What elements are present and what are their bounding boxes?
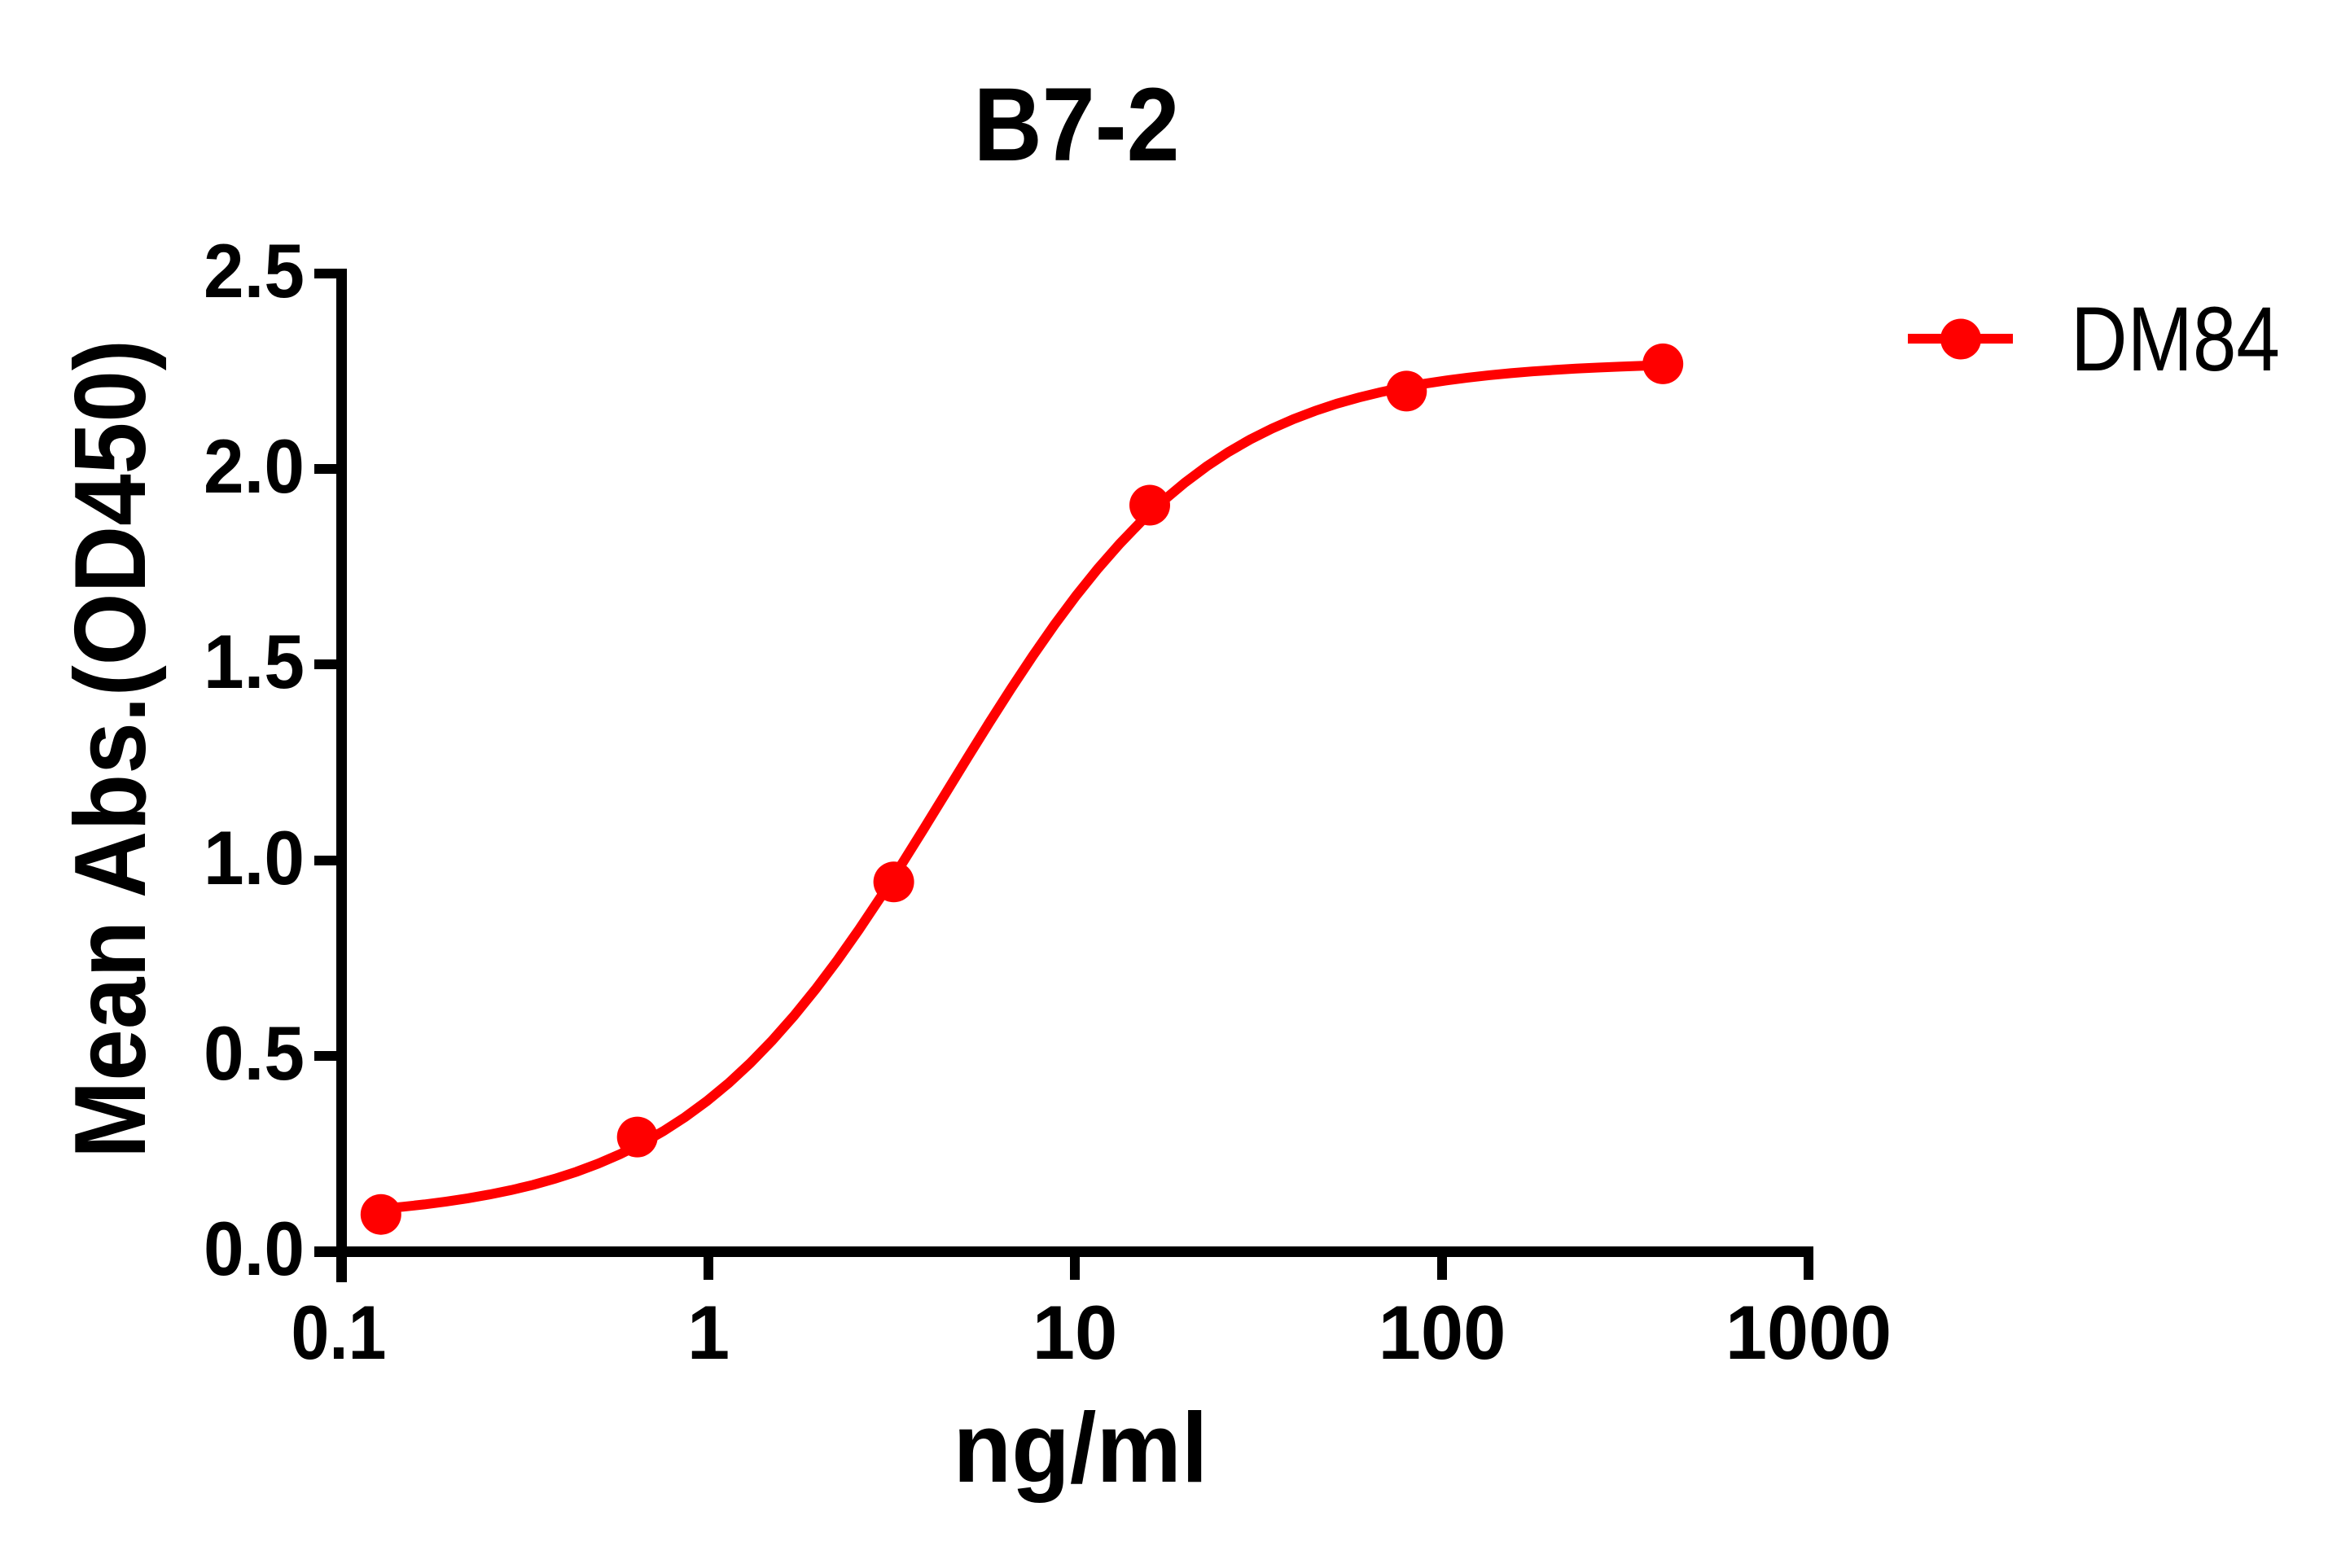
- svg-text:1.5: 1.5: [204, 619, 305, 704]
- svg-text:0.1: 0.1: [292, 1290, 387, 1375]
- svg-text:ng/ml: ng/ml: [954, 1392, 1208, 1503]
- svg-text:Mean Abs.(OD450): Mean Abs.(OD450): [55, 339, 167, 1158]
- svg-text:100: 100: [1379, 1290, 1506, 1375]
- svg-text:0.0: 0.0: [204, 1206, 305, 1291]
- svg-text:10: 10: [1033, 1290, 1118, 1375]
- svg-text:1000: 1000: [1725, 1290, 1892, 1375]
- svg-text:2.0: 2.0: [204, 423, 305, 509]
- svg-text:B7-2: B7-2: [974, 67, 1180, 183]
- svg-text:0.5: 0.5: [204, 1010, 305, 1096]
- svg-text:2.5: 2.5: [204, 228, 305, 313]
- svg-text:DM84: DM84: [2071, 288, 2280, 390]
- svg-text:1: 1: [687, 1290, 730, 1375]
- svg-text:1.0: 1.0: [204, 815, 305, 900]
